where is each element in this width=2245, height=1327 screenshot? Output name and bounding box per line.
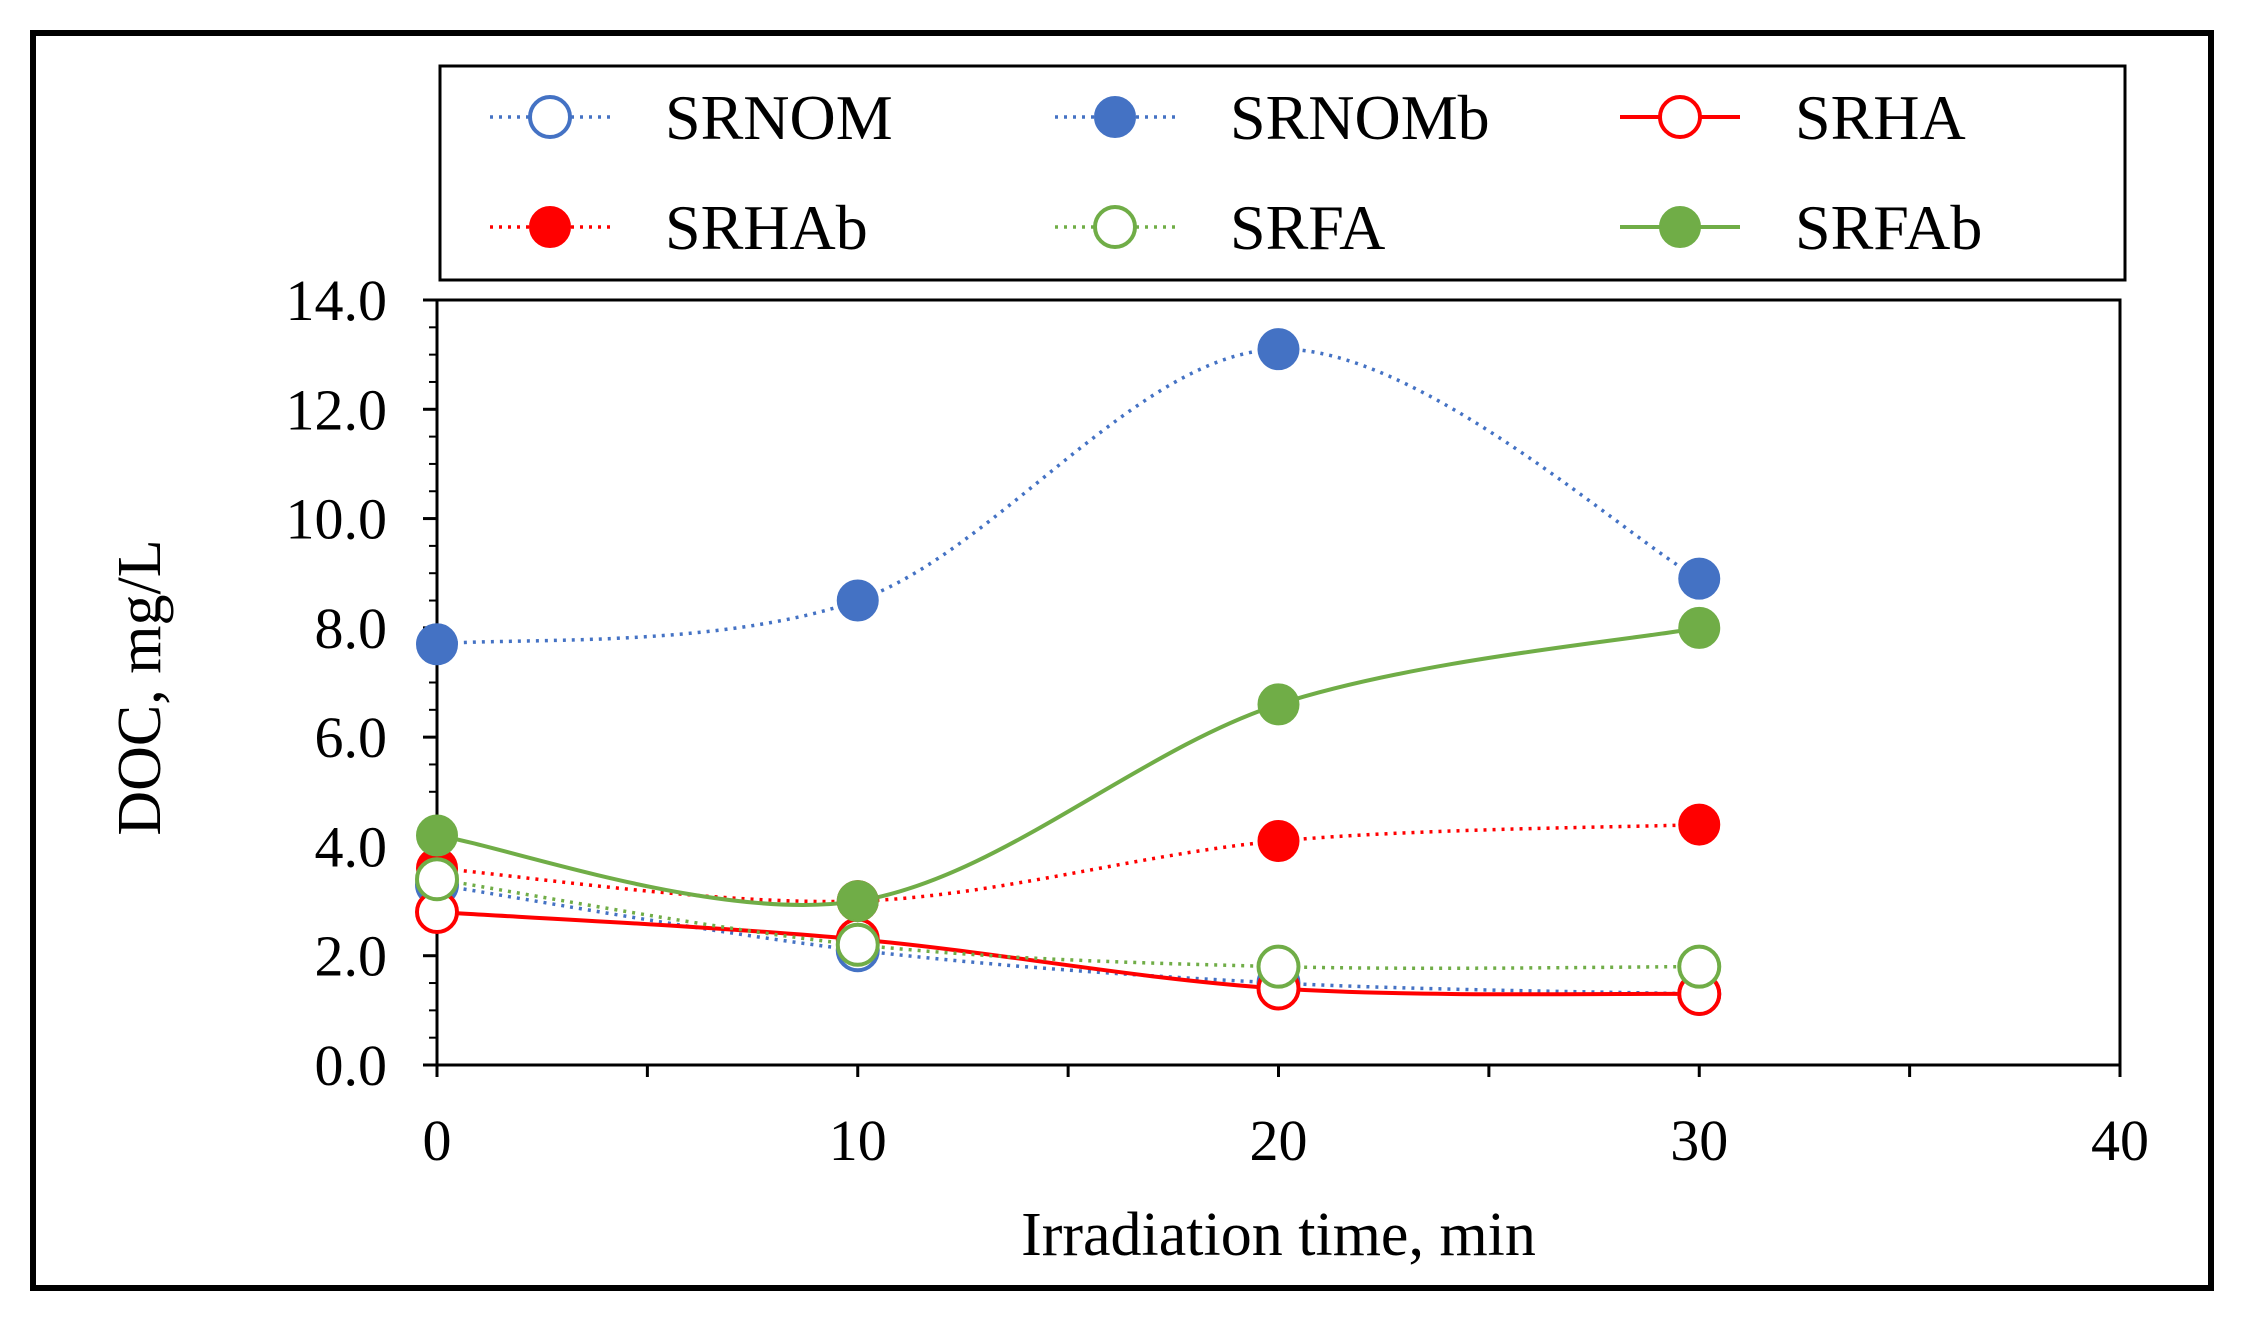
data-point-srfab	[1257, 683, 1300, 726]
series-lines	[436, 347, 1701, 997]
x-tick-label: 10	[829, 1108, 887, 1173]
legend-label-srnomb: SRNOMb	[1230, 82, 1490, 153]
legend-marker-srhab	[529, 206, 571, 248]
legend-marker-srfab	[1659, 206, 1701, 248]
x-tick-label: 0	[423, 1108, 452, 1173]
data-point-srfa	[1256, 944, 1301, 989]
y-tick-label: 14.0	[286, 268, 388, 333]
data-point-srnomb	[1678, 557, 1721, 600]
data-point-srhab	[1678, 803, 1721, 846]
legend: SRNOM SRNOMb SRHA SRHAb SRFA SRFAb	[490, 82, 1982, 263]
data-point-srfab	[1678, 606, 1721, 649]
data-point-srnomb	[836, 579, 879, 622]
data-point-srhab	[1257, 819, 1300, 862]
legend-marker-srfa	[1093, 205, 1137, 249]
y-axis-title: DOC, mg/L	[106, 539, 174, 835]
data-point-srfa	[835, 922, 880, 967]
y-tick-label: 2.0	[315, 924, 388, 989]
y-tick-label: 6.0	[315, 705, 388, 770]
legend-label-srfa: SRFA	[1230, 192, 1385, 263]
x-tick-label: 20	[1250, 1108, 1308, 1173]
x-tick-label: 30	[1670, 1108, 1728, 1173]
y-tick-label: 4.0	[315, 814, 388, 879]
legend-marker-srnom	[528, 95, 572, 139]
legend-marker-srnomb	[1094, 96, 1136, 138]
legend-label-srfab: SRFAb	[1795, 192, 1982, 263]
series-line-srha	[436, 910, 1700, 997]
x-axis-title: Irradiation time, min	[1021, 1201, 1536, 1269]
data-point-srfab	[836, 880, 879, 923]
series-line-srnomb	[436, 347, 1701, 646]
y-tick-label: 0.0	[315, 1033, 388, 1098]
y-tick-label: 10.0	[286, 487, 388, 552]
legend-label-srhab: SRHAb	[665, 192, 868, 263]
legend-marker-srha	[1658, 95, 1702, 139]
data-point-srfa	[1677, 944, 1722, 989]
series-line-srfab	[436, 625, 1700, 907]
data-point-srnomb	[416, 623, 458, 666]
legend-label-srnom: SRNOM	[665, 82, 893, 153]
x-tick-label: 40	[2091, 1108, 2149, 1173]
axes: 0.0 2.0 4.0 6.0 8.0 10.0 12.0 14.0 0 10 20 30 40	[286, 268, 2150, 1173]
data-point-srfab	[416, 814, 458, 857]
legend-label-srha: SRHA	[1795, 82, 1966, 153]
legend-box	[438, 64, 2127, 282]
y-tick-label: 8.0	[315, 596, 388, 661]
y-tick-label: 12.0	[286, 377, 388, 442]
data-point-srfa	[415, 857, 459, 902]
series-markers	[415, 328, 1722, 1016]
data-point-srnomb	[1257, 328, 1300, 371]
